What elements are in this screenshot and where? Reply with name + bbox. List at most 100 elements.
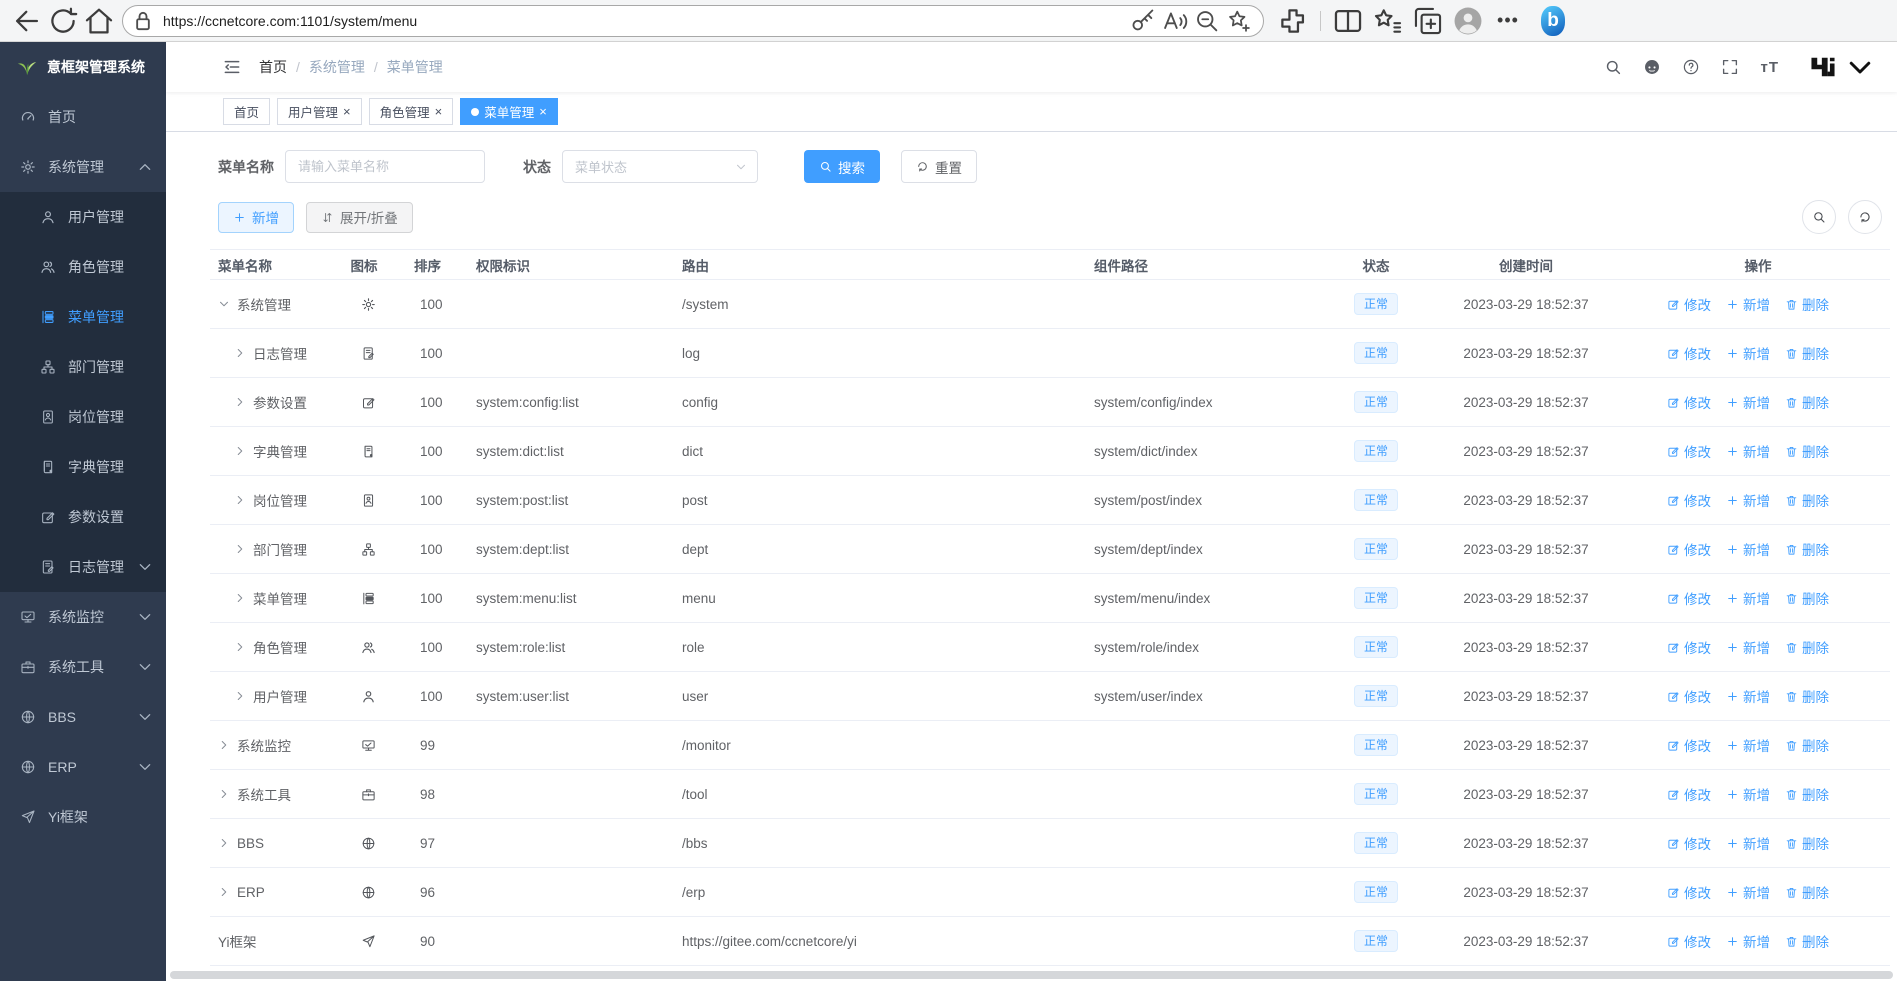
delete-action[interactable]: 删除 — [1785, 441, 1829, 461]
extensions-icon[interactable] — [1276, 4, 1310, 38]
close-tab-icon[interactable]: × — [434, 104, 443, 119]
tab-角色管理[interactable]: 角色管理 × — [368, 98, 454, 125]
delete-action[interactable]: 删除 — [1785, 882, 1829, 902]
edit-action[interactable]: 修改 — [1667, 490, 1711, 510]
sidebar-item-BBS[interactable]: BBS — [0, 692, 166, 742]
app-logo[interactable]: 意框架管理系统 — [0, 42, 166, 92]
sidebar-item-Yi框架[interactable]: Yi框架 — [0, 792, 166, 842]
table-search-icon[interactable] — [1802, 200, 1836, 234]
expand-collapse-button[interactable]: 展开/折叠 — [306, 201, 413, 233]
zoom-out-icon[interactable] — [1193, 7, 1221, 35]
user-menu[interactable] — [1808, 52, 1875, 82]
sidebar-item-首页[interactable]: 首页 — [0, 92, 166, 142]
add-action[interactable]: 新增 — [1726, 833, 1770, 853]
tab-菜单管理[interactable]: 菜单管理 × — [460, 98, 558, 125]
home-icon[interactable] — [82, 4, 116, 38]
collapse-sidebar-icon[interactable] — [222, 57, 242, 77]
key-icon[interactable] — [1129, 7, 1157, 35]
tab-用户管理[interactable]: 用户管理 × — [277, 98, 362, 125]
back-icon[interactable] — [10, 4, 44, 38]
add-action[interactable]: 新增 — [1726, 490, 1770, 510]
favorites-bar-icon[interactable] — [1371, 4, 1405, 38]
sidebar-item-系统工具[interactable]: 系统工具 — [0, 642, 166, 692]
delete-action[interactable]: 删除 — [1785, 686, 1829, 706]
reload-icon[interactable] — [46, 4, 80, 38]
search-button[interactable]: 搜索 — [804, 150, 880, 183]
edit-action[interactable]: 修改 — [1667, 343, 1711, 363]
edit-action[interactable]: 修改 — [1667, 882, 1711, 902]
status-select[interactable]: 菜单状态 — [562, 150, 758, 183]
table-refresh-icon[interactable] — [1848, 200, 1882, 234]
add-action[interactable]: 新增 — [1726, 784, 1770, 804]
expand-right-icon[interactable] — [234, 690, 246, 702]
sidebar-item-菜单管理[interactable]: 菜单管理 — [0, 292, 166, 342]
menu-name-input[interactable] — [285, 150, 485, 183]
delete-action[interactable]: 删除 — [1785, 588, 1829, 608]
delete-action[interactable]: 删除 — [1785, 637, 1829, 657]
collections-icon[interactable] — [1411, 4, 1445, 38]
url-text[interactable]: https://ccnetcore.com:1101/system/menu — [163, 12, 418, 29]
delete-action[interactable]: 删除 — [1785, 294, 1829, 314]
favorite-add-icon[interactable] — [1225, 7, 1253, 35]
question-icon[interactable] — [1682, 58, 1700, 76]
add-action[interactable]: 新增 — [1726, 637, 1770, 657]
delete-action[interactable]: 删除 — [1785, 784, 1829, 804]
close-tab-icon[interactable]: × — [539, 104, 547, 119]
add-action[interactable]: 新增 — [1726, 343, 1770, 363]
sidebar-item-ERP[interactable]: ERP — [0, 742, 166, 792]
add-button[interactable]: 新增 — [218, 201, 294, 233]
edit-action[interactable]: 修改 — [1667, 539, 1711, 559]
read-aloud-icon[interactable] — [1161, 7, 1189, 35]
reset-button[interactable]: 重置 — [901, 150, 977, 183]
edit-action[interactable]: 修改 — [1667, 931, 1711, 951]
add-action[interactable]: 新增 — [1726, 441, 1770, 461]
fontsize-icon[interactable]: тT — [1760, 58, 1779, 76]
sidebar-item-部门管理[interactable]: 部门管理 — [0, 342, 166, 392]
sidebar-item-日志管理[interactable]: 日志管理 — [0, 542, 166, 592]
expand-right-icon[interactable] — [218, 739, 230, 751]
address-bar[interactable]: https://ccnetcore.com:1101/system/menu — [122, 4, 1264, 37]
sidebar-item-参数设置[interactable]: 参数设置 — [0, 492, 166, 542]
expand-down-icon[interactable] — [218, 298, 230, 310]
add-action[interactable]: 新增 — [1726, 588, 1770, 608]
expand-right-icon[interactable] — [234, 592, 246, 604]
horizontal-scrollbar[interactable] — [170, 971, 1893, 979]
expand-right-icon[interactable] — [218, 886, 230, 898]
more-icon[interactable]: ••• — [1497, 10, 1519, 30]
edit-action[interactable]: 修改 — [1667, 392, 1711, 412]
sidebar-item-角色管理[interactable]: 角色管理 — [0, 242, 166, 292]
lock-icon[interactable] — [129, 7, 157, 35]
edit-action[interactable]: 修改 — [1667, 686, 1711, 706]
expand-right-icon[interactable] — [218, 788, 230, 800]
edit-action[interactable]: 修改 — [1667, 833, 1711, 853]
edit-action[interactable]: 修改 — [1667, 784, 1711, 804]
github-icon[interactable] — [1643, 58, 1661, 76]
breadcrumb-item[interactable]: 首页 — [259, 59, 287, 75]
expand-right-icon[interactable] — [218, 837, 230, 849]
delete-action[interactable]: 删除 — [1785, 539, 1829, 559]
sidebar-item-系统管理[interactable]: 系统管理 — [0, 142, 166, 192]
close-tab-icon[interactable]: × — [343, 104, 351, 119]
sidebar-item-系统监控[interactable]: 系统监控 — [0, 592, 166, 642]
expand-right-icon[interactable] — [234, 641, 246, 653]
sidebar-item-岗位管理[interactable]: 岗位管理 — [0, 392, 166, 442]
expand-right-icon[interactable] — [234, 347, 246, 359]
delete-action[interactable]: 删除 — [1785, 490, 1829, 510]
add-action[interactable]: 新增 — [1726, 392, 1770, 412]
search-icon[interactable] — [1604, 58, 1622, 76]
add-action[interactable]: 新增 — [1726, 686, 1770, 706]
edit-action[interactable]: 修改 — [1667, 735, 1711, 755]
edit-action[interactable]: 修改 — [1667, 588, 1711, 608]
expand-right-icon[interactable] — [234, 396, 246, 408]
tab-首页[interactable]: 首页 — [223, 98, 271, 125]
expand-right-icon[interactable] — [234, 494, 246, 506]
add-action[interactable]: 新增 — [1726, 931, 1770, 951]
fullscreen-icon[interactable] — [1721, 58, 1739, 76]
add-action[interactable]: 新增 — [1726, 882, 1770, 902]
profile-icon[interactable] — [1451, 4, 1485, 38]
edit-action[interactable]: 修改 — [1667, 441, 1711, 461]
add-action[interactable]: 新增 — [1726, 539, 1770, 559]
split-screen-icon[interactable] — [1331, 4, 1365, 38]
edit-action[interactable]: 修改 — [1667, 637, 1711, 657]
bing-icon[interactable]: b — [1531, 4, 1565, 38]
